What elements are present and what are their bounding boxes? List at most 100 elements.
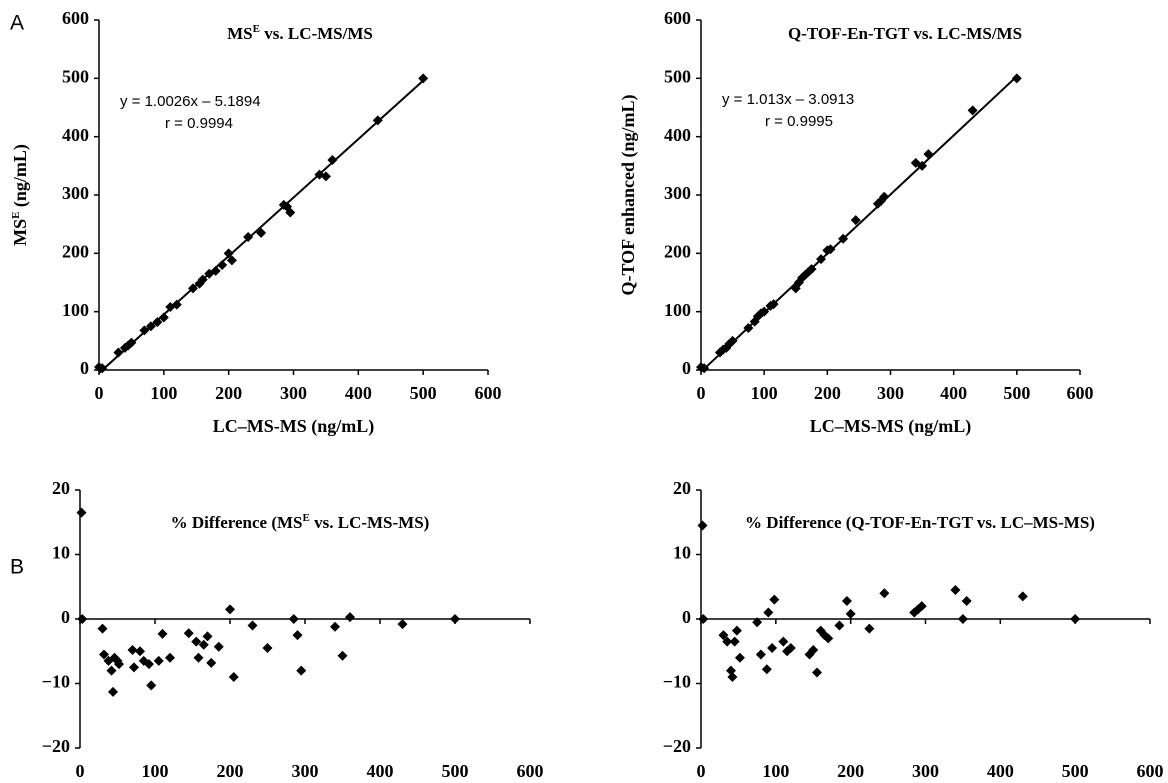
point — [296, 665, 307, 676]
point — [97, 623, 108, 634]
point — [126, 337, 137, 348]
x-tick-label: 100 — [762, 761, 789, 781]
point — [108, 686, 118, 697]
point — [139, 325, 150, 336]
point — [825, 244, 836, 255]
point — [372, 115, 383, 126]
point — [778, 636, 789, 647]
x-tick-label: 300 — [912, 761, 939, 781]
point — [152, 317, 163, 328]
point — [217, 260, 228, 270]
y-tick-label: 10 — [673, 543, 691, 563]
point — [76, 507, 87, 518]
panel-label: B — [10, 556, 24, 579]
y-tick-label: 0 — [80, 358, 89, 378]
point — [727, 672, 738, 683]
y-tick-label: −20 — [663, 736, 691, 756]
point — [761, 664, 772, 675]
point — [243, 232, 254, 242]
point — [697, 520, 708, 531]
point — [228, 672, 239, 683]
x-tick-label: 100 — [751, 383, 778, 403]
correlation: r = 0.9995 — [765, 113, 833, 130]
point — [755, 649, 766, 660]
text-part: E — [253, 23, 260, 35]
point — [292, 630, 303, 641]
y-tick-label: 600 — [664, 8, 691, 28]
point — [210, 265, 221, 276]
point — [397, 619, 408, 630]
x-tick-label: 200 — [837, 761, 864, 781]
point — [967, 105, 978, 116]
point — [759, 306, 770, 317]
x-tick-label: 200 — [217, 761, 244, 781]
point — [188, 283, 199, 294]
point — [699, 363, 710, 374]
point — [743, 323, 754, 333]
point — [193, 652, 204, 663]
point — [734, 652, 745, 663]
y-tick-label: 300 — [664, 183, 691, 203]
y-tick-label: 100 — [664, 300, 691, 320]
panel-label: A — [10, 12, 24, 35]
point — [923, 149, 934, 160]
x-tick-label: 400 — [987, 761, 1014, 781]
point — [135, 646, 145, 657]
point — [823, 633, 834, 644]
point — [226, 255, 237, 266]
x-tick-label: 600 — [1067, 383, 1094, 403]
point — [345, 612, 355, 623]
point — [957, 614, 968, 624]
x-tick-label: 400 — [940, 383, 967, 403]
y-tick-label: 500 — [664, 66, 691, 86]
x-tick-label: 300 — [877, 383, 904, 403]
point — [77, 614, 88, 624]
point — [845, 608, 856, 619]
point — [864, 623, 875, 634]
x-tick-label: 0 — [697, 761, 706, 781]
point — [879, 191, 890, 202]
point — [330, 621, 340, 632]
point — [158, 312, 169, 323]
point — [450, 614, 460, 624]
point — [850, 215, 861, 226]
text-part: vs. LC-MS-MS) — [310, 513, 429, 532]
point — [97, 363, 108, 374]
x-tick-label: 300 — [292, 761, 319, 781]
point — [838, 233, 849, 244]
y-tick-label: −10 — [42, 672, 70, 692]
x-tick-label: 600 — [1137, 761, 1164, 781]
point — [834, 620, 845, 631]
point — [153, 655, 164, 666]
x-tick-label: 200 — [215, 383, 242, 403]
x-tick-label: 500 — [410, 383, 437, 403]
point — [731, 625, 742, 636]
correlation: r = 0.9994 — [165, 115, 233, 132]
point — [144, 659, 154, 670]
x-tick-label: 0 — [76, 761, 85, 781]
point — [841, 595, 852, 606]
x-tick-label: 500 — [1003, 383, 1030, 403]
x-tick-label: 400 — [367, 761, 394, 781]
text-part: vs. LC-MS/MS — [260, 24, 373, 43]
point — [256, 227, 267, 238]
fit-equation: y = 1.0026x – 5.1894 — [120, 93, 261, 110]
point — [198, 639, 209, 650]
y-tick-label: 600 — [62, 8, 89, 28]
point — [146, 680, 157, 691]
y-tick-label: 200 — [664, 241, 691, 261]
point — [1017, 591, 1028, 602]
y-axis-label: MSE (ng/mL) — [10, 144, 32, 246]
point — [337, 650, 348, 661]
point — [225, 604, 235, 615]
point — [113, 347, 124, 358]
point — [950, 584, 961, 595]
point — [816, 254, 827, 265]
point — [727, 335, 738, 346]
text-part: Q-TOF-En-TGT vs. LC-MS/MS — [788, 24, 1022, 43]
point — [106, 665, 117, 676]
y-tick-label: 300 — [62, 183, 89, 203]
point — [808, 644, 819, 655]
point — [191, 636, 202, 647]
